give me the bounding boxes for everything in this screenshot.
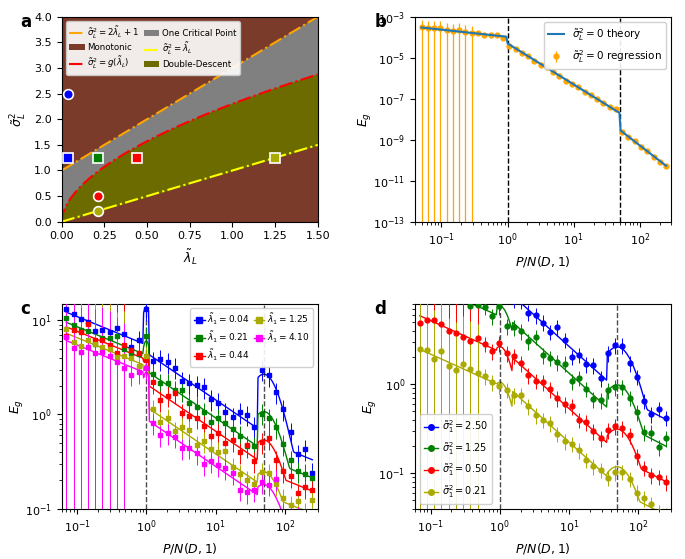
$\tilde{\sigma}_L^2 = 0$ theory — [662, 163, 670, 169]
X-axis label: $P/N(D,1)$: $P/N(D,1)$ — [515, 254, 571, 269]
Legend: $\tilde{\sigma}_1^2 = 2.50$, $\tilde{\sigma}_1^2 = 1.25$, $\tilde{\sigma}_1^2 = : $\tilde{\sigma}_1^2 = 2.50$, $\tilde{\si… — [420, 414, 492, 504]
Text: a: a — [21, 13, 32, 31]
Text: c: c — [21, 300, 31, 318]
$\tilde{\sigma}_L^2 = 0$ theory — [641, 146, 649, 153]
Legend: $\tilde{\sigma}_L^2 = 2\tilde{\lambda}_L + 1$, Monotonic, $\tilde{\sigma}_L^2 = : $\tilde{\sigma}_L^2 = 2\tilde{\lambda}_L… — [66, 21, 240, 74]
$\tilde{\sigma}_L^2 = 0$ theory — [417, 24, 425, 31]
X-axis label: $\tilde{\lambda}_L$: $\tilde{\lambda}_L$ — [182, 247, 197, 267]
Y-axis label: $E_g$: $E_g$ — [8, 399, 25, 414]
Line: $\tilde{\sigma}_L^2 = 0$ theory: $\tilde{\sigma}_L^2 = 0$ theory — [421, 27, 666, 166]
Text: b: b — [374, 13, 386, 31]
$\tilde{\sigma}_L^2 = 0$ theory — [482, 31, 490, 38]
$\tilde{\sigma}_L^2 = 0$ theory — [427, 25, 436, 32]
X-axis label: $P/N(D,1)$: $P/N(D,1)$ — [162, 541, 218, 556]
Y-axis label: $E_g$: $E_g$ — [356, 112, 373, 127]
Text: d: d — [374, 300, 386, 318]
X-axis label: $P/N(D,1)$: $P/N(D,1)$ — [515, 541, 571, 556]
Y-axis label: $\tilde{\sigma}_L^2$: $\tilde{\sigma}_L^2$ — [8, 112, 29, 126]
$\tilde{\sigma}_L^2 = 0$ theory — [649, 153, 658, 160]
Legend: $\tilde{\lambda}_1 = 0.04$, $\tilde{\lambda}_1 = 0.21$, $\tilde{\lambda}_1 = 0.4: $\tilde{\lambda}_1 = 0.04$, $\tilde{\lam… — [190, 308, 313, 367]
Legend: $\tilde{\sigma}_L^2 = 0$ theory, $\tilde{\sigma}_L^2 = 0$ regression: $\tilde{\sigma}_L^2 = 0$ theory, $\tilde… — [544, 22, 666, 69]
$\tilde{\sigma}_L^2 = 0$ theory — [432, 26, 440, 32]
$\tilde{\sigma}_L^2 = 0$ theory — [463, 29, 471, 36]
Y-axis label: $E_g$: $E_g$ — [362, 399, 378, 414]
